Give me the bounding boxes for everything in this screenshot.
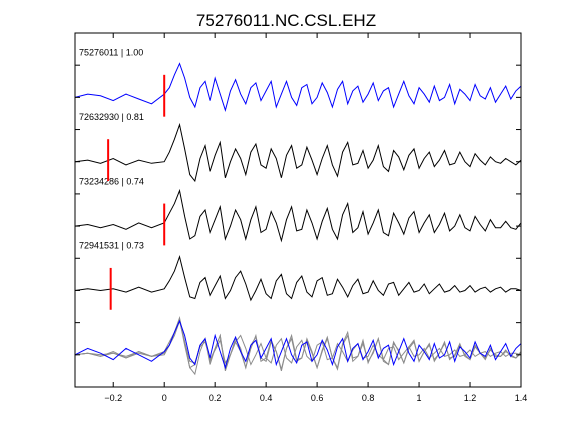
x-tick-label-9: 1.4 (515, 393, 528, 403)
stack-reference-trace (74, 319, 522, 370)
x-tick-label-3: 0.2 (209, 393, 222, 403)
x-tick-label-1: −0.2 (104, 393, 122, 403)
trace-labels: 75276011 | 1.00 72632930 | 0.81 73234286 |… (79, 48, 144, 251)
trace-label-1: 75276011 | 1.00 (79, 48, 143, 58)
x-tick-label-7: 1 (417, 393, 422, 403)
x-tick-label-6: 0.8 (362, 393, 375, 403)
pick-markers (107, 74, 166, 310)
trace-label-3: 73234286 | 0.74 (79, 176, 144, 186)
trace-line-3 (74, 188, 522, 243)
stack-trace-2 (74, 317, 522, 372)
trace-label-4: 72941531 | 0.73 (79, 241, 144, 251)
trace-line-4 (74, 254, 522, 302)
trace-label-2: 72632930 | 0.81 (79, 112, 144, 122)
plot-frame (74, 32, 522, 388)
chart-title: 75276011.NC.CSL.EHZ (196, 11, 376, 30)
x-tick-label-5: 0.6 (311, 393, 324, 403)
trace-lines (74, 62, 522, 376)
x-axis: −0.2 0 0.2 0.4 0.6 0.8 1 1.2 1.4 (104, 33, 527, 403)
trace-line-2 (74, 122, 522, 183)
x-tick-label-8: 1.2 (464, 393, 477, 403)
trace-line-1 (74, 62, 522, 112)
x-tick-label-4: 0.4 (260, 393, 273, 403)
x-tick-label-2: 0 (162, 393, 167, 403)
y-axis (75, 64, 521, 356)
